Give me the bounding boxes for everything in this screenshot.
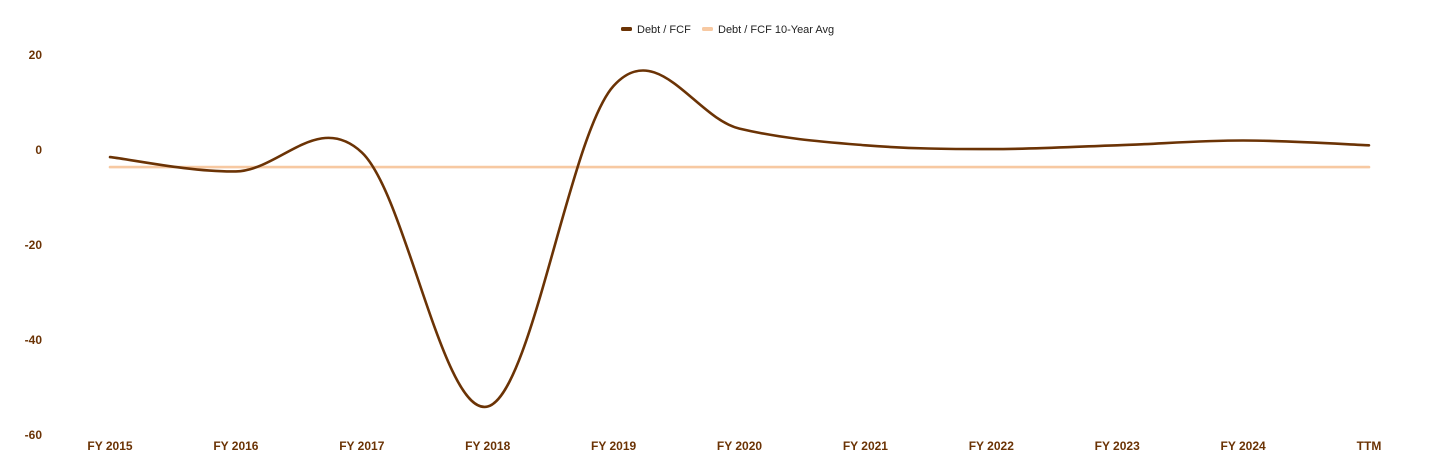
debt-fcf-avg-point: [1241, 165, 1245, 169]
debt-fcf-avg-point: [360, 165, 364, 169]
x-tick-label: FY 2015: [87, 439, 132, 453]
debt-fcf-line: [108, 69, 1371, 408]
y-tick-label: -40: [25, 333, 43, 347]
x-tick-label: FY 2021: [843, 439, 888, 453]
debt-fcf-point: [234, 169, 238, 173]
legend-label: Debt / FCF 10-Year Avg: [718, 24, 834, 36]
x-tick-label: FY 2024: [1221, 439, 1266, 453]
debt-fcf-avg-point: [234, 165, 238, 169]
y-tick-label: 20: [29, 48, 43, 62]
x-tick-label: FY 2020: [717, 439, 762, 453]
debt-fcf-point: [738, 127, 742, 131]
debt-fcf-point: [989, 147, 993, 151]
debt-fcf-point: [108, 155, 112, 159]
debt-fcf-avg-point: [1115, 165, 1119, 169]
y-tick-label: 0: [35, 143, 42, 157]
legend-label: Debt / FCF: [637, 24, 691, 36]
debt-fcf-avg-point: [863, 165, 867, 169]
chart-legend: Debt / FCF Debt / FCF 10-Year Avg: [621, 24, 834, 36]
x-tick-label: FY 2023: [1095, 439, 1140, 453]
debt-fcf-point: [863, 143, 867, 147]
debt-fcf-point: [1241, 139, 1245, 143]
x-tick-label: FY 2022: [969, 439, 1014, 453]
y-axis: 20 0 -20 -40 -60: [25, 48, 43, 442]
debt-fcf-avg-point: [612, 165, 616, 169]
x-tick-label: FY 2016: [213, 439, 258, 453]
debt-fcf-avg-point: [738, 165, 742, 169]
x-tick-label: FY 2018: [465, 439, 510, 453]
y-tick-label: -20: [25, 238, 43, 252]
series-layer: [108, 69, 1371, 409]
x-tick-label: FY 2019: [591, 439, 636, 453]
debt-fcf-point: [1367, 143, 1371, 147]
x-tick-label: TTM: [1357, 439, 1382, 453]
debt-fcf-avg-point: [108, 165, 112, 169]
legend-swatch: [621, 27, 632, 31]
x-tick-label: FY 2017: [339, 439, 384, 453]
legend-swatch: [702, 27, 713, 31]
debt-fcf-point: [360, 150, 364, 154]
y-tick-label: -60: [25, 428, 43, 442]
debt-fcf-point: [612, 84, 616, 88]
debt-fcf-point: [486, 405, 490, 409]
debt-fcf-point: [1115, 143, 1119, 147]
x-axis: FY 2015 FY 2016 FY 2017 FY 2018 FY 2019 FY 20…: [87, 439, 1381, 453]
debt-fcf-avg-point: [989, 165, 993, 169]
debt-fcf-avg-point: [1367, 165, 1371, 169]
debt-fcf-avg-point: [486, 165, 490, 169]
